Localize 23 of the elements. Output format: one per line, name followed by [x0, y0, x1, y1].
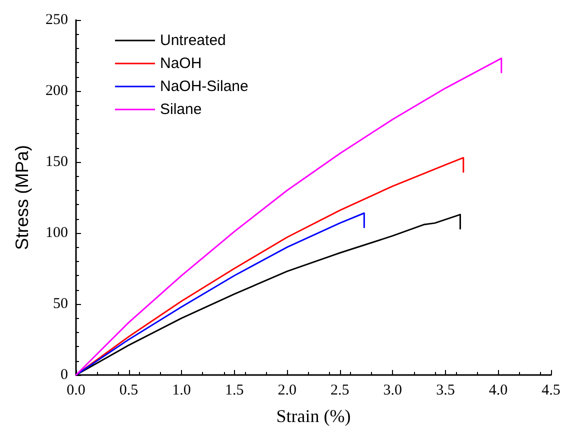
x-tick-label: 0.5 [119, 382, 138, 398]
x-tick-label: 2.5 [330, 382, 350, 398]
x-tick-label: 0.0 [66, 382, 86, 398]
legend-label: NaOH [160, 55, 202, 72]
line-series [75, 212, 365, 376]
legend-label: Silane [160, 101, 202, 118]
x-tick-label: 2.0 [278, 382, 296, 398]
y-tick-label: 200 [46, 83, 68, 99]
x-tick-label: 1.5 [224, 382, 244, 398]
y-tick-label: 100 [46, 225, 68, 241]
legend-label: Untreated [160, 32, 226, 49]
y-tick-label: 150 [46, 154, 68, 170]
y-tick-label: 250 [46, 12, 68, 28]
x-axis-title: Strain (%) [276, 406, 351, 426]
y-axis-title: Stress (MPa) [12, 144, 32, 250]
x-tick-label: 4.5 [542, 382, 560, 398]
x-tick-label: 4.0 [488, 382, 508, 398]
x-tick-label: 1.0 [172, 382, 191, 398]
x-tick-label: 3.5 [436, 382, 455, 398]
x-tick-label: 3.0 [383, 382, 402, 398]
y-tick-label: 0 [60, 367, 68, 383]
y-tick-label: 50 [53, 296, 68, 312]
legend-label: NaOH-Silane [160, 78, 248, 95]
